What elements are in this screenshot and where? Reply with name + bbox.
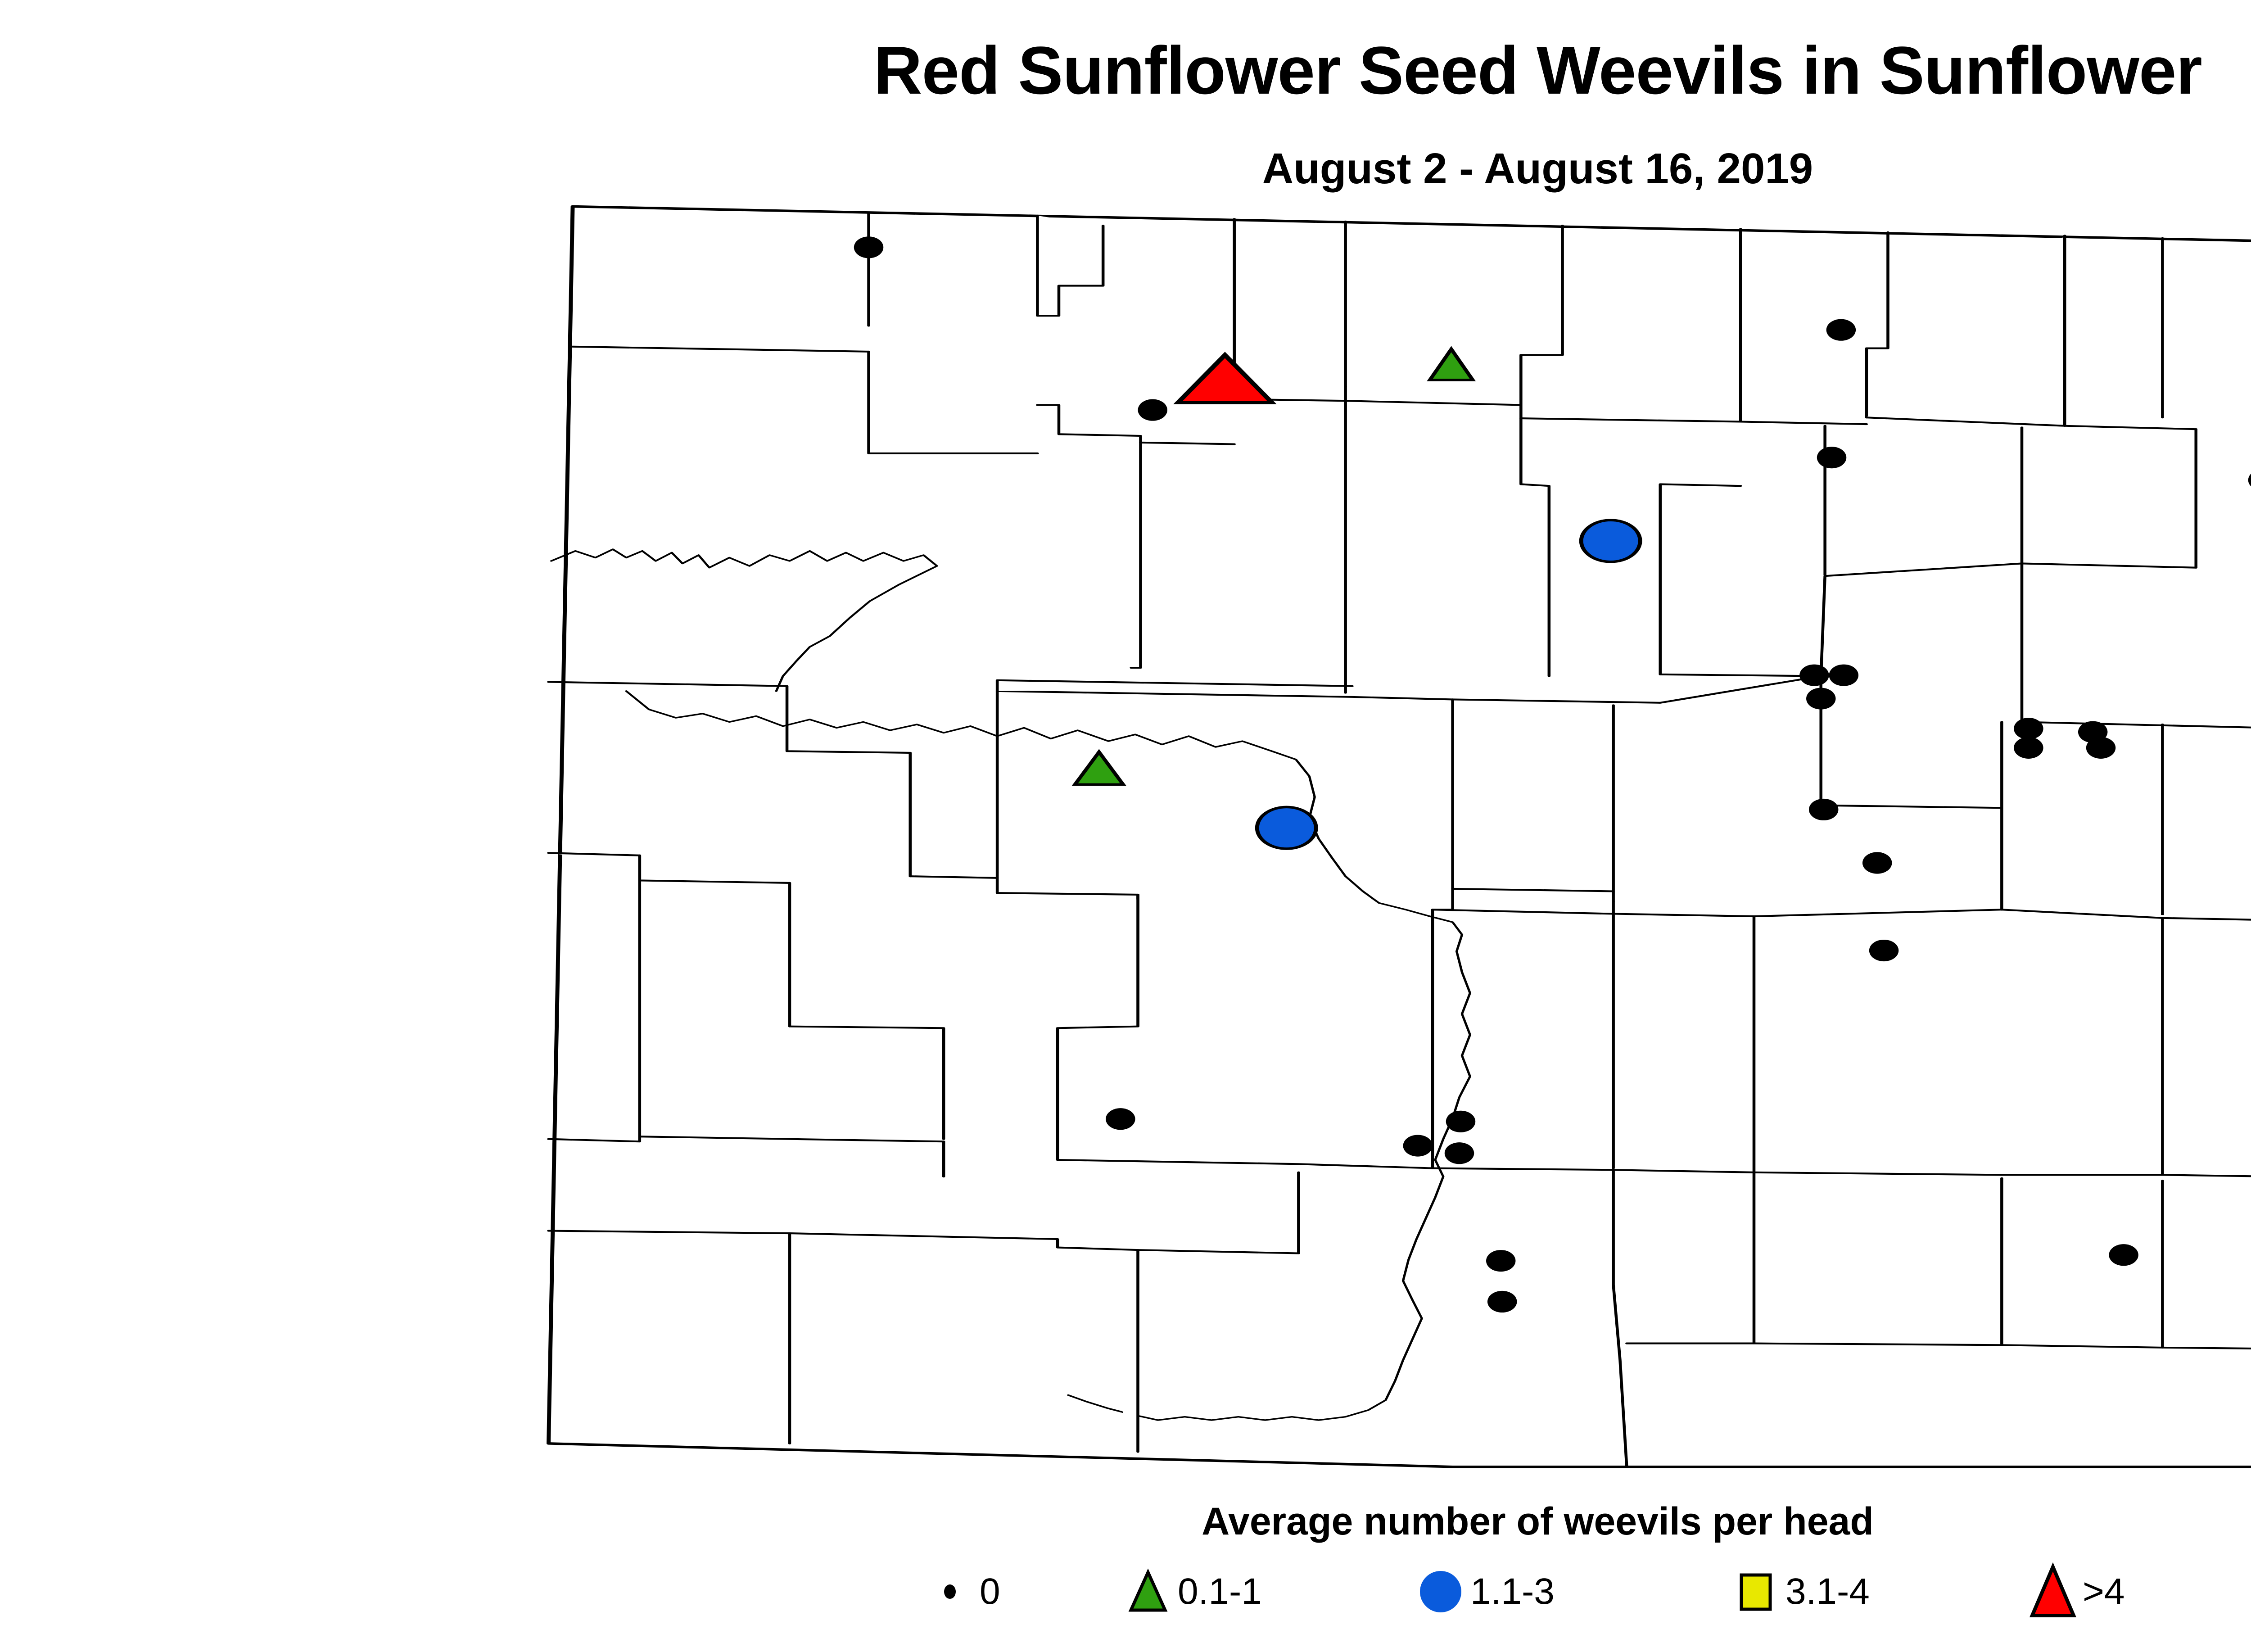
triangle-marker-red-icon xyxy=(2026,1562,2080,1621)
row5-morton-bottom xyxy=(1056,1159,1434,1169)
legend-item-1[interactable]: 0.1-1 xyxy=(1121,1553,1262,1630)
triangle-marker-green-icon xyxy=(1121,1562,1175,1621)
weevil-markers-group xyxy=(854,236,2251,1313)
marker-zero[interactable] xyxy=(1806,688,1836,710)
square-marker-yellow-icon xyxy=(1729,1562,1783,1621)
marker-zero[interactable] xyxy=(1446,1110,1476,1132)
legend-label-1: 0.1-1 xyxy=(1178,1571,1262,1612)
legend-label-3: 3.1-4 xyxy=(1785,1571,1870,1612)
county-div-oliver-v xyxy=(1056,893,1139,1161)
legend-item-4[interactable]: >4 xyxy=(2026,1553,2125,1630)
marker-zero[interactable] xyxy=(1403,1135,1433,1157)
marker-zero[interactable] xyxy=(1444,1142,1474,1164)
row3-top-west xyxy=(547,681,789,687)
row4-stutsman-top xyxy=(1752,909,2003,918)
row3-eddy-bottom xyxy=(1819,804,2003,809)
marker-mid[interactable] xyxy=(1579,519,1642,563)
legend-item-3[interactable]: 3.1-4 xyxy=(1729,1553,1870,1630)
devils-lake-shore xyxy=(550,548,938,692)
marker-mid[interactable] xyxy=(1255,806,1318,850)
row5-top-west xyxy=(547,1136,945,1143)
row4-sheridan-bottom xyxy=(1451,887,1615,892)
marker-zero[interactable] xyxy=(854,236,884,258)
county-div-stark-v xyxy=(788,1025,945,1140)
row4-dunn-bottom xyxy=(909,875,999,879)
row6-richland-bottom xyxy=(2000,1344,2251,1349)
legend-title: Average number of weevils per head xyxy=(1202,1500,1874,1543)
marker-low[interactable] xyxy=(1071,749,1126,786)
marker-zero[interactable] xyxy=(1106,1108,1135,1130)
circle-marker-blue-icon xyxy=(1414,1562,1468,1621)
legend-item-2[interactable]: 1.1-3 xyxy=(1414,1553,1555,1630)
county-div-benson-top xyxy=(1739,421,1868,425)
marker-zero[interactable] xyxy=(2014,718,2043,740)
row3-top-mid xyxy=(995,690,1454,701)
legend-label-2: 1.1-3 xyxy=(1470,1571,1555,1612)
dot-marker-icon xyxy=(923,1562,977,1621)
marker-zero[interactable] xyxy=(1862,852,1892,874)
row5-lamoure-top xyxy=(1752,1171,2251,1177)
county-div-mchenry-top xyxy=(1344,400,1523,406)
county-div-walsh-top xyxy=(2063,425,2198,430)
county-div-mckenzie-east xyxy=(785,685,912,754)
county-boundaries-group xyxy=(547,205,2251,1468)
legend-label-4: >4 xyxy=(2083,1571,2125,1612)
marker-high[interactable] xyxy=(1173,352,1277,404)
marker-zero[interactable] xyxy=(2086,737,2116,759)
page-title: Red Sunflower Seed Weevils in Sunflower xyxy=(873,32,2202,108)
marker-zero[interactable] xyxy=(2248,469,2251,491)
county-div-burke-w xyxy=(1036,214,1105,317)
county-div-pierce-benson xyxy=(1659,483,1742,489)
row3-top-eastmid xyxy=(1451,675,1823,704)
marker-zero[interactable] xyxy=(1869,939,1899,962)
row6-mcintosh-bottom xyxy=(1625,1342,2003,1346)
map-svg xyxy=(547,205,2251,1468)
row2-row3-benson xyxy=(1659,487,1826,677)
marker-zero[interactable] xyxy=(1826,319,1856,341)
legend-label-0: 0 xyxy=(980,1571,1000,1612)
marker-zero[interactable] xyxy=(1799,664,1829,686)
county-div-towner xyxy=(1865,231,1889,419)
marker-zero[interactable] xyxy=(1829,664,1859,686)
marker-low[interactable] xyxy=(1427,346,1476,381)
row3-top-east xyxy=(2020,721,2251,729)
county-div-emmons-v xyxy=(1612,1169,1628,1468)
marker-zero[interactable] xyxy=(1808,798,1839,821)
marker-zero[interactable] xyxy=(2109,1244,2138,1266)
marker-zero[interactable] xyxy=(1138,399,1167,421)
row3-mclean-north xyxy=(995,679,1354,692)
legend-item-0[interactable]: 0 xyxy=(923,1553,1000,1630)
marker-zero[interactable] xyxy=(1486,1250,1516,1272)
north-dakota-county-map[interactable] xyxy=(468,176,2251,1477)
legend: 0 0.1-1 1.1-3 3.1-4 >4 xyxy=(923,1553,2228,1630)
marker-zero[interactable] xyxy=(1817,447,1847,469)
lake-sakakawea-shore xyxy=(625,690,1471,1421)
row1-row2-boundary-west xyxy=(571,345,870,353)
county-div-adams-v xyxy=(1056,1238,1139,1453)
marker-zero[interactable] xyxy=(2014,737,2043,759)
marker-zero[interactable] xyxy=(1487,1290,1517,1313)
page-subtitle: August 2 - August 16, 2019 xyxy=(1262,145,1813,193)
